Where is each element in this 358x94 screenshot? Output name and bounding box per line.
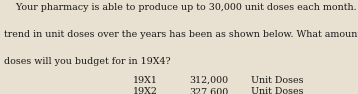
Text: Your pharmacy is able to produce up to 30,000 unit doses each month.  The: Your pharmacy is able to produce up to 3… [4, 3, 358, 12]
Text: trend in unit doses over the years has been as shown below. What amount of unit: trend in unit doses over the years has b… [4, 30, 358, 39]
Text: 19X1: 19X1 [132, 76, 157, 85]
Text: 19X2: 19X2 [132, 87, 157, 94]
Text: Unit Doses: Unit Doses [251, 76, 303, 85]
Text: 312,000: 312,000 [190, 76, 229, 85]
Text: 327,600: 327,600 [190, 87, 229, 94]
Text: Unit Doses: Unit Doses [251, 87, 303, 94]
Text: doses will you budget for in 19X4?: doses will you budget for in 19X4? [4, 57, 170, 66]
